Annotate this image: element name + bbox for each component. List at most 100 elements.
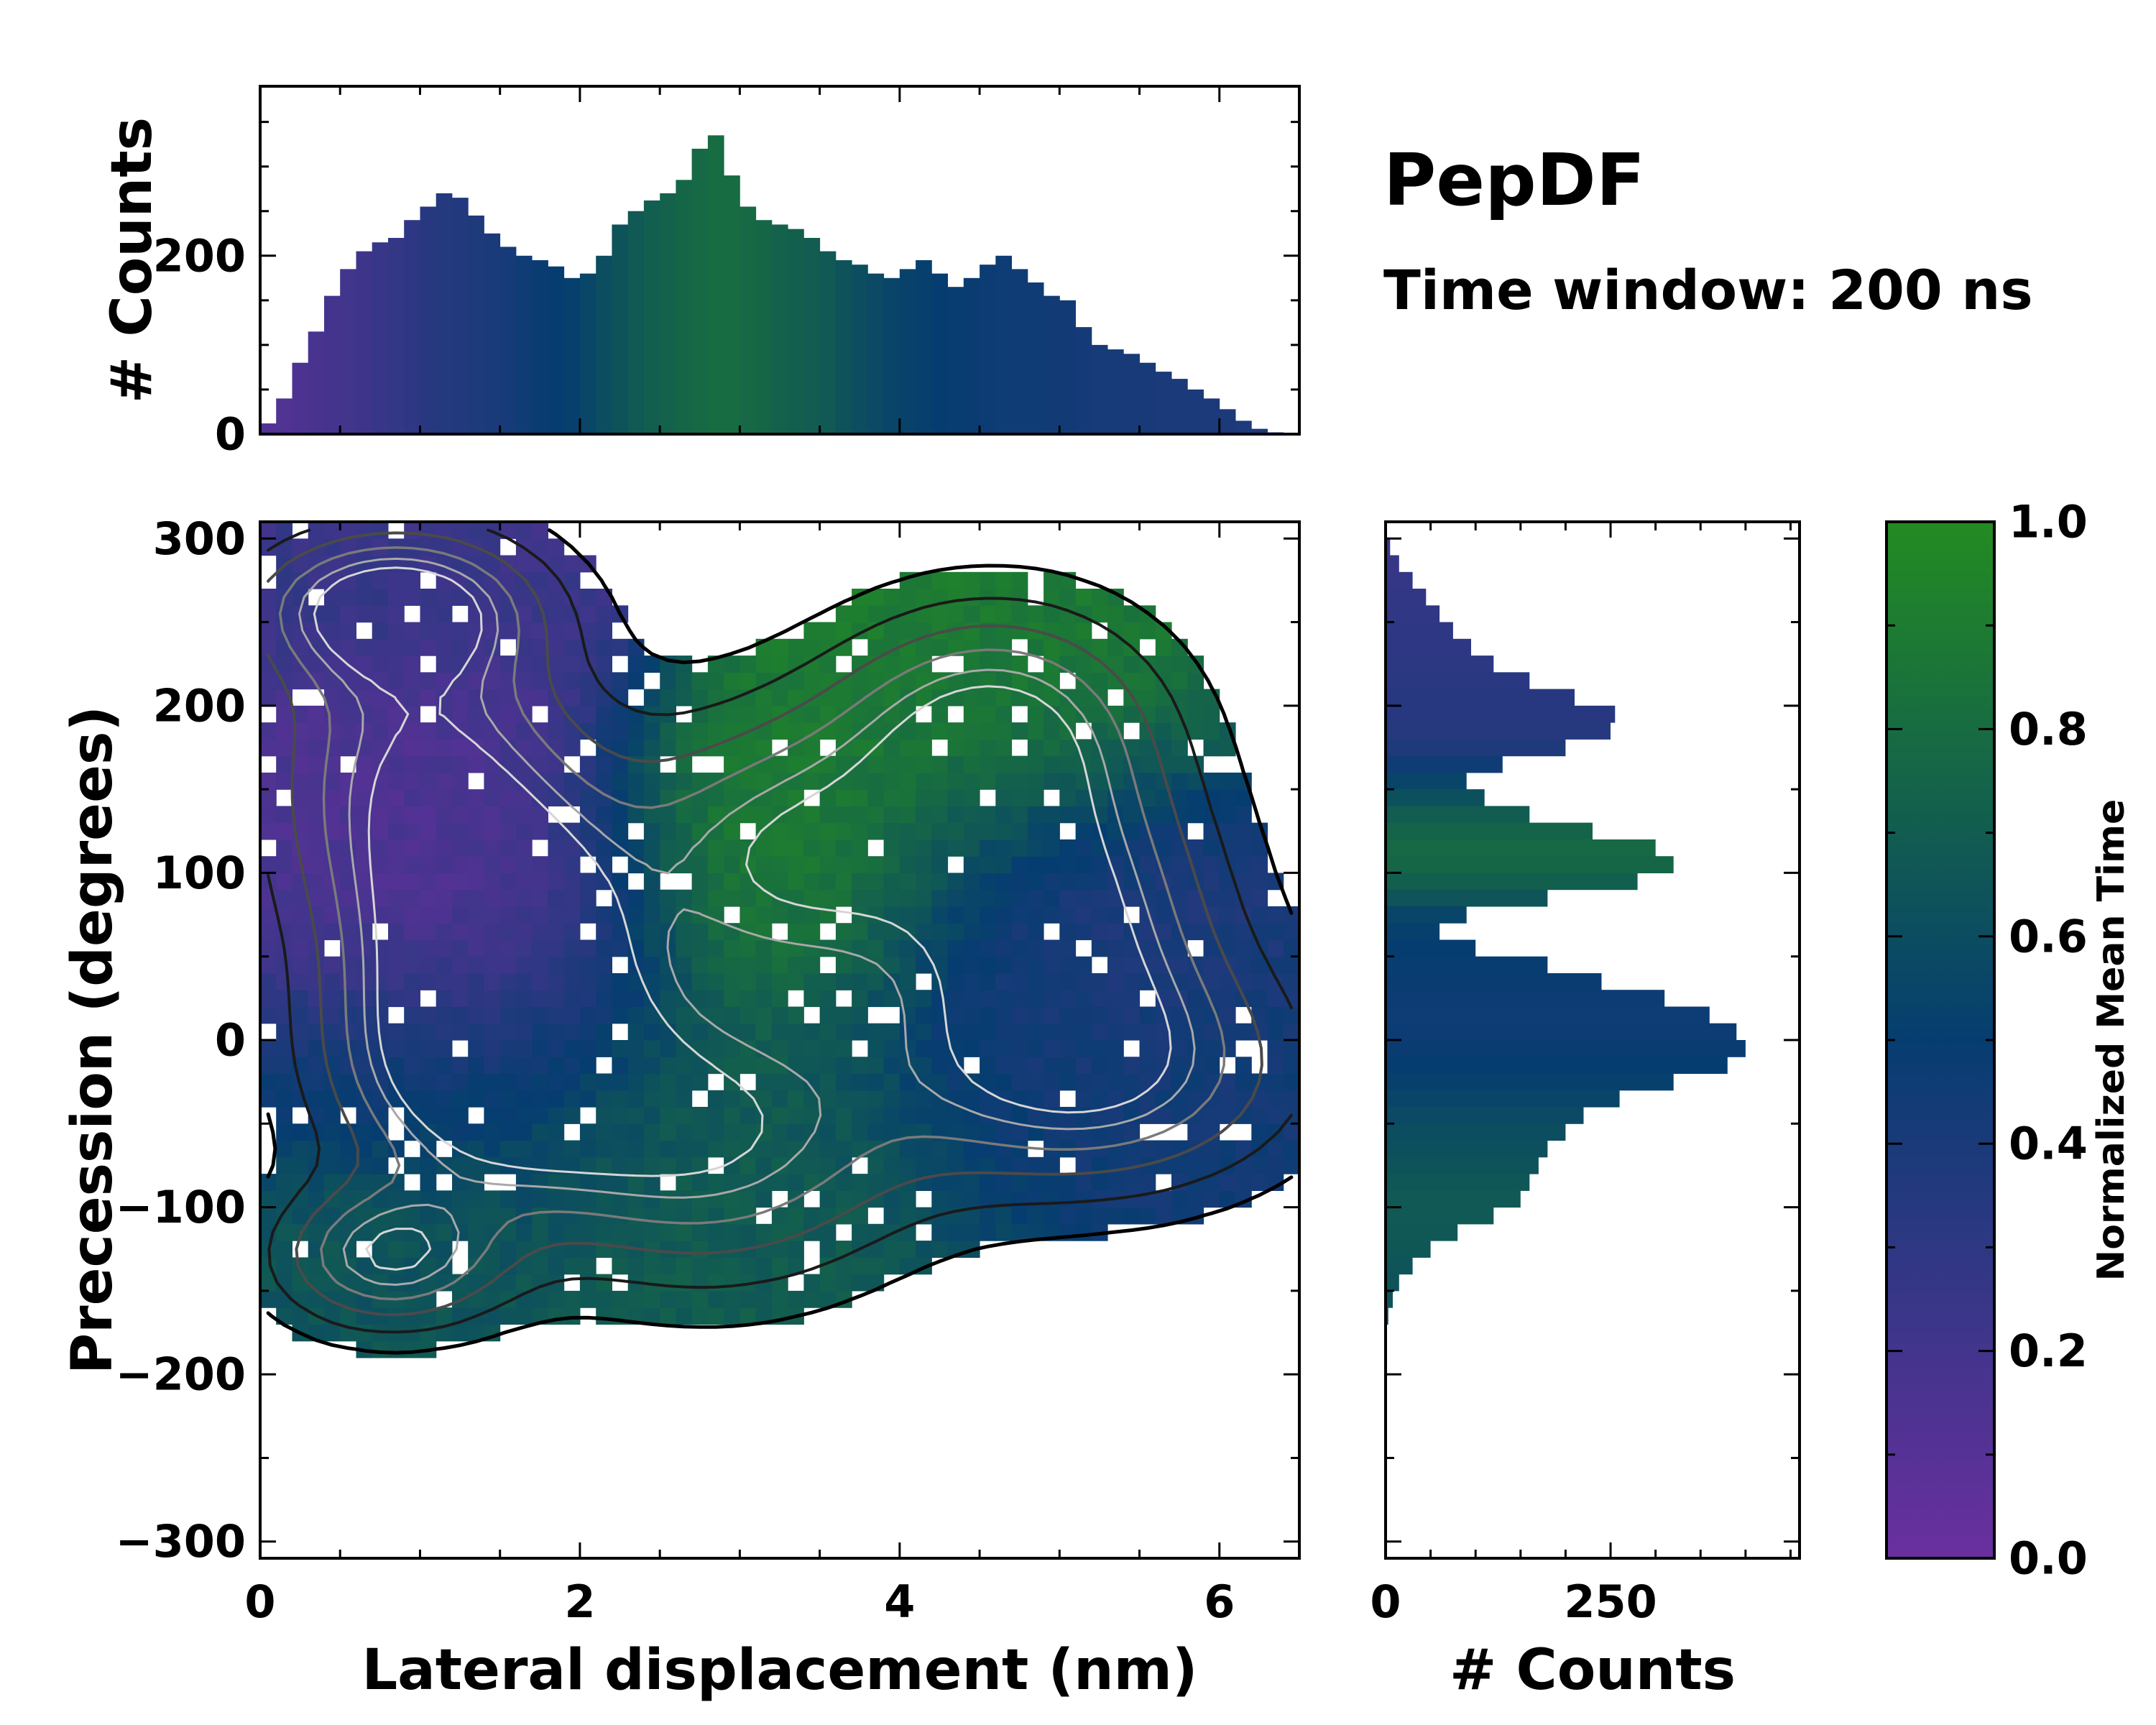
heatmap-cell bbox=[643, 1307, 660, 1325]
heatmap-cell bbox=[931, 1073, 949, 1091]
heatmap-cell bbox=[1235, 856, 1252, 874]
heatmap-cell bbox=[963, 772, 980, 790]
heatmap-cell bbox=[1027, 1090, 1044, 1108]
heatmap-cell bbox=[771, 789, 788, 806]
heatmap-cell bbox=[340, 990, 356, 1008]
heatmap-cell bbox=[515, 589, 533, 606]
heatmap-cell bbox=[1139, 1207, 1156, 1225]
heatmap-cell bbox=[691, 1156, 709, 1174]
heatmap-cell bbox=[627, 1107, 645, 1124]
heatmap-cell bbox=[724, 1140, 740, 1158]
heatmap-cell bbox=[372, 1223, 389, 1241]
heatmap-cell bbox=[515, 1023, 533, 1041]
heatmap-cell bbox=[308, 1040, 325, 1057]
heatmap-cell bbox=[563, 873, 581, 891]
heatmap-cell bbox=[755, 822, 773, 840]
heatmap-cell bbox=[963, 622, 980, 640]
heatmap-cell bbox=[771, 1257, 788, 1275]
heatmap-cell bbox=[883, 1241, 900, 1258]
heatmap-cell bbox=[276, 1174, 292, 1191]
heatmap-cell bbox=[484, 923, 501, 941]
heatmap-cell bbox=[819, 990, 837, 1008]
heatmap-cell bbox=[1044, 939, 1060, 957]
heatmap-cell bbox=[963, 956, 980, 974]
heatmap-cell bbox=[852, 1073, 868, 1091]
heatmap-cell bbox=[596, 1140, 612, 1158]
heatmap-cell bbox=[468, 1057, 484, 1075]
heatmap-cell bbox=[260, 638, 277, 656]
heatmap-cell bbox=[788, 1290, 804, 1308]
heatmap-cell bbox=[1123, 1190, 1141, 1208]
heatmap-cell bbox=[1187, 923, 1204, 941]
heatmap-cell bbox=[867, 1107, 885, 1124]
heatmap-cell bbox=[724, 839, 740, 857]
heatmap-cell bbox=[707, 1307, 724, 1325]
heatmap-cell bbox=[995, 755, 1013, 773]
heatmap-cell bbox=[308, 923, 325, 941]
top-histogram-bar bbox=[484, 233, 501, 434]
heatmap-cell bbox=[755, 990, 773, 1008]
heatmap-cell bbox=[643, 755, 660, 773]
heatmap-cell bbox=[579, 873, 596, 891]
heatmap-cell bbox=[980, 1057, 996, 1075]
top-histogram-bar bbox=[532, 260, 548, 434]
heatmap-cell bbox=[452, 1223, 469, 1241]
heatmap-cell bbox=[1027, 755, 1044, 773]
heatmap-cell bbox=[852, 605, 868, 623]
heatmap-cell bbox=[740, 1257, 757, 1275]
heatmap-cell bbox=[1091, 906, 1108, 924]
heatmap-cell bbox=[388, 1073, 405, 1091]
heatmap-cell bbox=[980, 806, 996, 824]
heatmap-cell bbox=[532, 689, 548, 707]
heatmap-cell bbox=[1011, 755, 1028, 773]
heatmap-cell bbox=[963, 973, 980, 990]
heatmap-cell bbox=[596, 1274, 612, 1292]
heatmap-cell bbox=[292, 722, 309, 740]
heatmap-cell bbox=[1027, 1006, 1044, 1024]
top-histogram-bar bbox=[1155, 372, 1172, 434]
heatmap-cell bbox=[356, 1156, 373, 1174]
heatmap-cell bbox=[579, 622, 596, 640]
heatmap-cell bbox=[724, 1174, 740, 1191]
heatmap-cell bbox=[1171, 772, 1188, 790]
heatmap-cell bbox=[499, 990, 517, 1008]
heatmap-cell bbox=[660, 1274, 676, 1292]
right-histogram-xtick-label: 250 bbox=[1564, 1576, 1657, 1628]
heatmap-cell bbox=[995, 605, 1013, 623]
heatmap-cell bbox=[499, 1257, 517, 1275]
heatmap-cell bbox=[1171, 739, 1188, 757]
heatmap-cell bbox=[755, 839, 773, 857]
heatmap-cell bbox=[1251, 1123, 1268, 1141]
heatmap-cell bbox=[515, 889, 533, 907]
heatmap-cell bbox=[835, 889, 852, 907]
heatmap-cell bbox=[1044, 689, 1060, 707]
heatmap-cell bbox=[388, 589, 405, 606]
heatmap-cell bbox=[899, 672, 916, 690]
heatmap-cell bbox=[356, 1257, 373, 1275]
heatmap-cell bbox=[1139, 923, 1156, 941]
heatmap-cell bbox=[515, 923, 533, 941]
top-histogram-bar bbox=[1011, 269, 1028, 434]
heatmap-cell bbox=[276, 1223, 292, 1241]
heatmap-cell bbox=[436, 1006, 453, 1024]
heatmap-cell bbox=[707, 806, 724, 824]
heatmap-cell bbox=[468, 1090, 484, 1108]
heatmap-cell bbox=[931, 571, 949, 589]
heatmap-cell bbox=[468, 990, 484, 1008]
heatmap-cell bbox=[1075, 956, 1092, 974]
heatmap-cell bbox=[1044, 755, 1060, 773]
heatmap-cell bbox=[916, 889, 932, 907]
heatmap-cell bbox=[532, 990, 548, 1008]
heatmap-cell bbox=[755, 656, 773, 673]
heatmap-cell bbox=[356, 789, 373, 806]
heatmap-cell bbox=[916, 1107, 932, 1124]
top-histogram-bar bbox=[1044, 295, 1060, 434]
heatmap-cell bbox=[676, 990, 693, 1008]
heatmap-cell bbox=[1107, 939, 1124, 957]
heatmap-cell bbox=[1139, 873, 1156, 891]
heatmap-cell bbox=[788, 1257, 804, 1275]
heatmap-cell bbox=[980, 755, 996, 773]
heatmap-cell bbox=[468, 571, 484, 589]
heatmap-cell bbox=[596, 1290, 612, 1308]
heatmap-cell bbox=[1044, 822, 1060, 840]
